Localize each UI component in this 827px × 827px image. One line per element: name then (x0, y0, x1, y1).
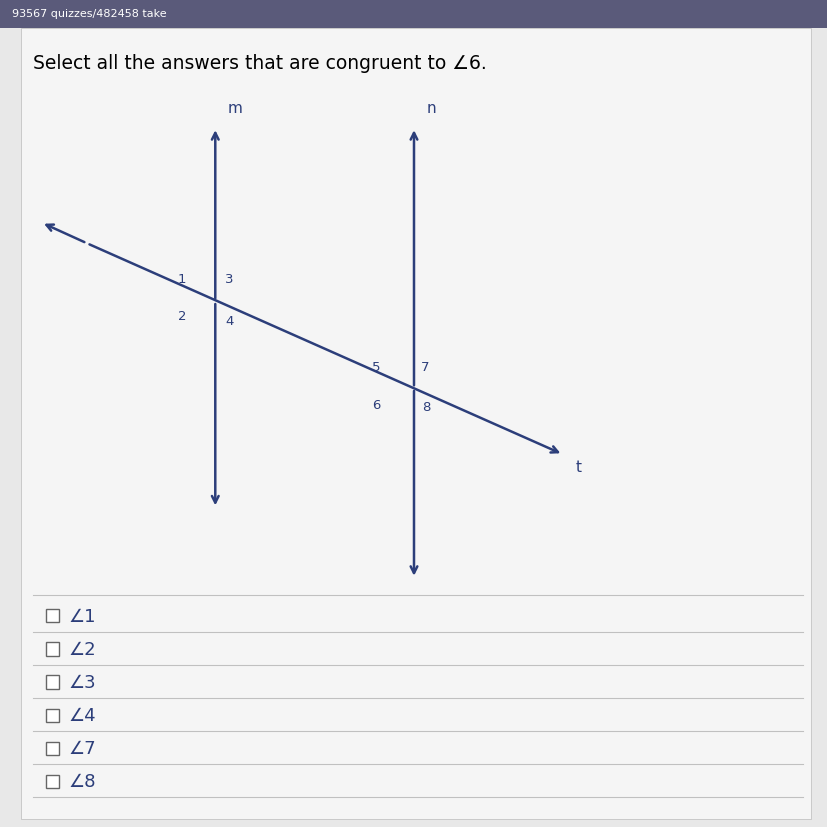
Text: 2: 2 (178, 310, 186, 323)
Bar (45, 709, 59, 722)
Text: ∠8: ∠8 (69, 772, 96, 791)
Text: 6: 6 (372, 399, 380, 412)
Bar (0, 0, 827, 29)
Bar (45, 609, 59, 623)
Text: n: n (426, 101, 436, 116)
Bar (45, 676, 59, 689)
Bar (45, 742, 59, 755)
Text: 93567 quizzes/482458 take: 93567 quizzes/482458 take (12, 9, 167, 20)
Text: t: t (575, 460, 581, 475)
Text: ∠4: ∠4 (69, 706, 96, 724)
Bar (45, 775, 59, 788)
Text: ∠2: ∠2 (69, 640, 96, 658)
Text: ∠1: ∠1 (69, 607, 96, 625)
Text: Select all the answers that are congruent to ∠6.: Select all the answers that are congruen… (33, 54, 486, 73)
Text: 7: 7 (420, 361, 428, 374)
Text: 5: 5 (372, 361, 380, 374)
Text: ∠3: ∠3 (69, 673, 96, 691)
Text: 8: 8 (422, 400, 430, 414)
Text: 3: 3 (225, 272, 233, 285)
Text: 1: 1 (178, 272, 186, 285)
Text: ∠7: ∠7 (69, 739, 96, 758)
Bar (45, 643, 59, 656)
Text: m: m (227, 101, 242, 116)
Text: 4: 4 (225, 314, 233, 327)
